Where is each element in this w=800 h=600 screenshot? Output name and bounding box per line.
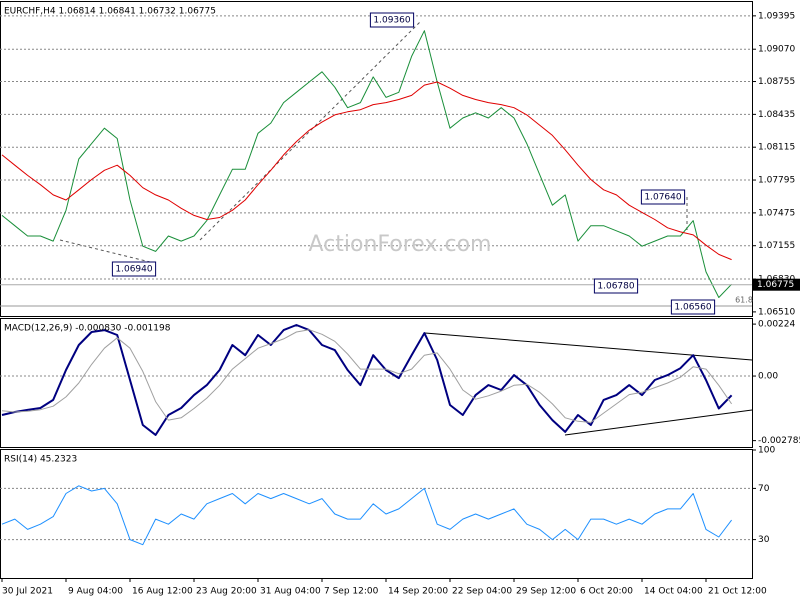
panel-title: RSI(14) 45.2323 (4, 455, 77, 465)
trend-line (199, 21, 421, 241)
series-line (1, 329, 733, 423)
y-tick-label: 1.07475 (758, 208, 795, 218)
y-tick-label: 0.00224 (758, 320, 795, 330)
annotation-box (111, 261, 157, 277)
x-tick-label: 7 Sep 12:00 (324, 587, 379, 597)
rsi-panel (0, 449, 753, 579)
y-tick-label: 30 (758, 535, 770, 545)
annotation: 61.8 (735, 296, 753, 305)
annotation-box (369, 12, 415, 28)
macd-panel (0, 318, 753, 448)
y-tick-label: 1.07155 (758, 241, 795, 251)
y-tick-label: 1.06510 (758, 307, 795, 317)
price-tag-label: 1.06775 (757, 280, 794, 290)
y-tick-label: 1.08435 (758, 110, 795, 120)
x-tick-label: 14 Sep 20:00 (388, 587, 448, 597)
y-tick-label: 100 (758, 446, 775, 456)
x-tick-label: 9 Aug 04:00 (68, 587, 123, 597)
price-tag (753, 278, 800, 291)
annotation-box (593, 278, 639, 294)
x-tick-label: 14 Oct 04:00 (644, 587, 703, 597)
series-line (1, 81, 732, 261)
x-tick-label: 6 Oct 20:00 (580, 587, 633, 597)
series-line (1, 30, 732, 298)
y-tick-label: 1.09070 (758, 45, 795, 55)
watermark: ActionForex.com (309, 232, 492, 257)
y-tick-label: 1.07795 (758, 176, 795, 186)
y-tick-label: 1.09395 (758, 11, 795, 21)
series-line (1, 485, 732, 546)
x-tick-label: 21 Oct 12:00 (708, 587, 767, 597)
price-panel (0, 1, 753, 317)
macd-trend-line (564, 409, 753, 436)
y-tick-label: 1.08115 (758, 143, 795, 153)
y-tick-label: 0.00 (758, 372, 778, 382)
annotation: 1.07640 (644, 193, 681, 203)
y-tick-label: 70 (758, 484, 770, 494)
x-tick-label: 30 Jul 2021 (2, 587, 53, 597)
x-tick-label: 31 Aug 04:00 (260, 587, 321, 597)
panel-title: MACD(12,26,9) -0.000830 -0.001198 (4, 324, 171, 334)
x-tick-label: 16 Aug 12:00 (132, 587, 193, 597)
annotation: 1.06780 (597, 282, 634, 292)
y-tick-label: 1.08755 (758, 77, 795, 87)
annotation: 1.06560 (674, 303, 711, 313)
annotation: 1.06940 (115, 265, 152, 275)
macd-trend-line (424, 332, 753, 361)
x-tick-label: 22 Sep 04:00 (452, 587, 512, 597)
annotation: 1.09360 (373, 16, 410, 26)
series-line (1, 324, 733, 436)
annotation-box (670, 299, 716, 315)
x-tick-label: 29 Sep 12:00 (516, 587, 576, 597)
x-tick-label: 23 Aug 20:00 (196, 587, 257, 597)
y-tick-label: -0.002785 (758, 436, 800, 446)
panel-title: EURCHF,H4 1.06814 1.06841 1.06732 1.0677… (4, 7, 216, 17)
annotation-box (640, 189, 686, 205)
